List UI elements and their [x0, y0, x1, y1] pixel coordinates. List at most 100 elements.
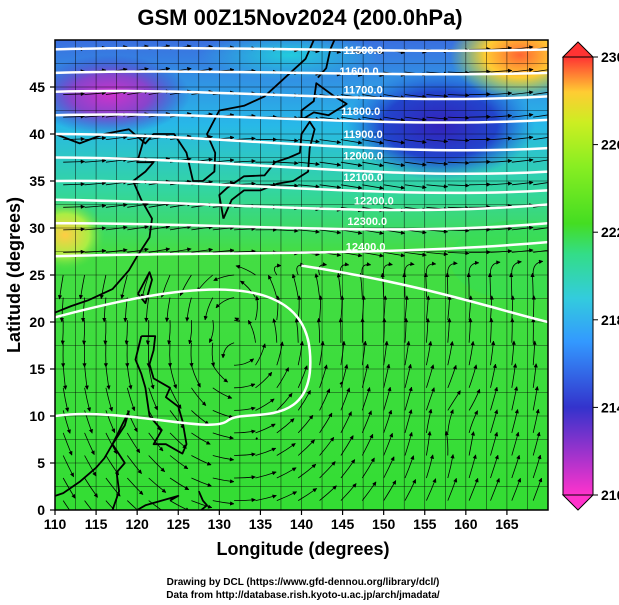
streamline-arrowhead	[270, 423, 276, 428]
contour-label: 12000.0	[343, 150, 383, 162]
streamline-arrowhead	[81, 318, 86, 323]
streamline-arrowhead	[429, 454, 435, 460]
streamline-arrowhead	[318, 295, 323, 300]
streamline-arrowhead	[494, 409, 499, 415]
contour-label: 11900.0	[344, 129, 383, 141]
streamline-arrowhead	[422, 139, 427, 145]
x-axis-label: Longitude (degrees)	[216, 539, 389, 559]
streamline-arrowhead	[88, 428, 93, 434]
streamline-arrowhead	[189, 362, 194, 368]
streamline-arrowhead	[379, 230, 384, 235]
streamline	[533, 249, 548, 253]
streamline-arrowhead	[165, 247, 171, 252]
streamline-arrowhead	[267, 371, 273, 377]
streamline-arrowhead	[279, 341, 284, 346]
height-contour	[55, 222, 548, 231]
streamline-arrowhead	[449, 409, 454, 414]
streamline-arrowhead	[272, 494, 277, 499]
streamline-arrowhead	[80, 227, 86, 232]
x-axis: 110 115 120 125 130 135 140 145 150 155 160 165	[44, 510, 519, 532]
streamline-arrowhead	[489, 295, 494, 300]
streamline-arrowhead	[361, 295, 366, 300]
streamline-arrowhead	[443, 161, 449, 166]
streamline-arrowhead	[390, 456, 395, 462]
coastline	[218, 120, 316, 219]
streamline-arrowhead	[208, 67, 214, 72]
y-tick-label: 20	[29, 314, 45, 330]
streamline-arrowhead	[251, 497, 257, 503]
streamline-arrowhead	[453, 477, 458, 483]
streamline-arrowhead	[532, 340, 537, 345]
streamline-arrowhead	[201, 401, 207, 407]
plot-area: 11500.0 11600.0 11700.0 11800.0 11900.0 12000…	[55, 40, 555, 520]
streamline-arrowhead	[185, 317, 190, 322]
credit-drawing: Drawing by DCL (https://www.gfd-dennou.o…	[167, 577, 440, 588]
streamline-arrowhead	[261, 343, 267, 348]
streamline-arrowhead	[431, 261, 437, 266]
streamline-arrowhead	[551, 180, 555, 184]
contour-label: 12400.0	[346, 242, 386, 254]
streamline-arrowhead	[172, 384, 177, 390]
streamline-arrowhead	[213, 276, 218, 281]
streamline-arrowhead	[473, 364, 478, 370]
streamline-arrowhead	[465, 183, 470, 188]
credit-data: Data from http://database.rish.kyoto-u.a…	[166, 590, 440, 601]
streamline-arrowhead	[229, 435, 235, 440]
streamline-arrowhead	[73, 516, 77, 520]
streamline-arrowhead	[551, 158, 555, 161]
streamline-arrowhead	[248, 319, 253, 325]
streamline-arrowhead	[229, 501, 235, 506]
streamline-arrowhead	[230, 248, 235, 253]
streamline-arrowhead	[507, 113, 513, 119]
streamline-arrowhead	[144, 225, 150, 230]
x-tick-label: 110	[44, 516, 67, 532]
streamline-arrowhead	[203, 315, 208, 321]
colorbar: 210 214 218 222 226 230	[561, 41, 619, 511]
streamline-arrowhead	[183, 464, 189, 470]
streamline-arrowhead	[349, 434, 354, 440]
coastline	[111, 410, 130, 445]
streamline-arrowhead	[529, 67, 534, 73]
streamline-arrowhead	[513, 386, 519, 391]
streamline-arrowhead	[60, 340, 65, 346]
streamline-arrowhead	[465, 93, 470, 98]
streamline-arrowhead	[366, 262, 372, 267]
streamline-arrowhead	[400, 140, 406, 145]
colorbar-tick-label: 226	[601, 137, 619, 153]
streamline-arrowhead	[341, 340, 346, 346]
streamline-arrowhead	[338, 317, 343, 323]
streamline-arrowhead	[382, 295, 388, 300]
streamline-arrowhead	[145, 340, 151, 345]
height-contour	[55, 179, 548, 195]
streamline-arrowhead	[114, 470, 120, 476]
streamline-arrowhead	[486, 159, 492, 165]
streamline-arrowhead	[379, 253, 384, 258]
streamline-arrowhead	[344, 363, 349, 369]
streamline-arrowhead	[507, 249, 513, 254]
streamline-arrowhead	[388, 409, 393, 415]
streamline-arrowhead	[180, 424, 185, 429]
streamline-arrowhead	[101, 203, 107, 209]
streamline-arrowhead	[538, 477, 543, 483]
streamline-arrowhead	[538, 259, 544, 265]
coastline	[55, 443, 114, 497]
streamline-arrowhead	[69, 472, 74, 478]
streamline-arrowhead	[322, 262, 328, 267]
streamline-arrowhead	[277, 263, 282, 268]
streamline-arrowhead	[135, 448, 141, 454]
streamline-arrowhead	[289, 418, 295, 423]
contour-label: 11700.0	[344, 85, 383, 97]
streamline-arrowhead	[449, 340, 454, 346]
streamline-arrowhead	[370, 457, 375, 463]
streamline-arrowhead	[239, 280, 245, 285]
streamline-arrowhead	[329, 436, 335, 442]
streamline-arrowhead	[529, 90, 534, 95]
streamline-arrowhead	[507, 158, 513, 164]
y-tick-label: 45	[29, 79, 45, 95]
streamline-arrowhead	[184, 485, 190, 490]
streamline-arrowhead	[551, 113, 555, 117]
streamline-arrowhead	[409, 261, 415, 266]
streamline-arrowhead	[336, 272, 341, 278]
streamline-arrowhead	[186, 247, 192, 252]
streamline-arrowhead	[400, 162, 406, 168]
